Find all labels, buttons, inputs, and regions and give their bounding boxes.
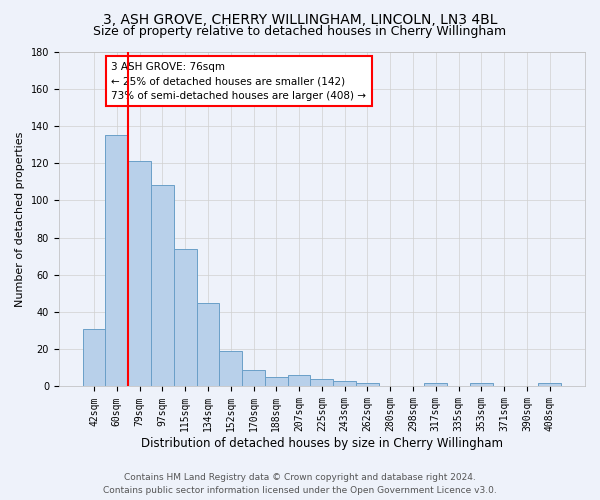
Bar (83, 329, 106, 386)
Text: Size of property relative to detached houses in Cherry Willingham: Size of property relative to detached ho… (94, 25, 506, 38)
Text: 3 ASH GROVE: 76sqm
← 25% of detached houses are smaller (142)
73% of semi-detach: 3 ASH GROVE: 76sqm ← 25% of detached hou… (112, 62, 367, 101)
Bar (106, 135, 128, 386)
Y-axis label: Number of detached properties: Number of detached properties (15, 132, 25, 306)
Bar (197, 302, 220, 386)
Bar (220, 351, 242, 386)
Bar (333, 381, 356, 386)
X-axis label: Distribution of detached houses by size in Cherry Willingham: Distribution of detached houses by size … (141, 437, 503, 450)
Text: Contains HM Land Registry data © Crown copyright and database right 2024.
Contai: Contains HM Land Registry data © Crown c… (103, 474, 497, 495)
Bar (538, 383, 561, 386)
Bar (128, 162, 151, 386)
Bar (242, 370, 265, 386)
Bar (470, 383, 493, 386)
Bar (310, 379, 333, 386)
Bar (151, 186, 174, 386)
Bar (265, 377, 288, 386)
Bar (356, 383, 379, 386)
Bar (288, 376, 310, 386)
Bar (424, 383, 447, 386)
Bar (174, 249, 197, 386)
Text: 3, ASH GROVE, CHERRY WILLINGHAM, LINCOLN, LN3 4BL: 3, ASH GROVE, CHERRY WILLINGHAM, LINCOLN… (103, 12, 497, 26)
